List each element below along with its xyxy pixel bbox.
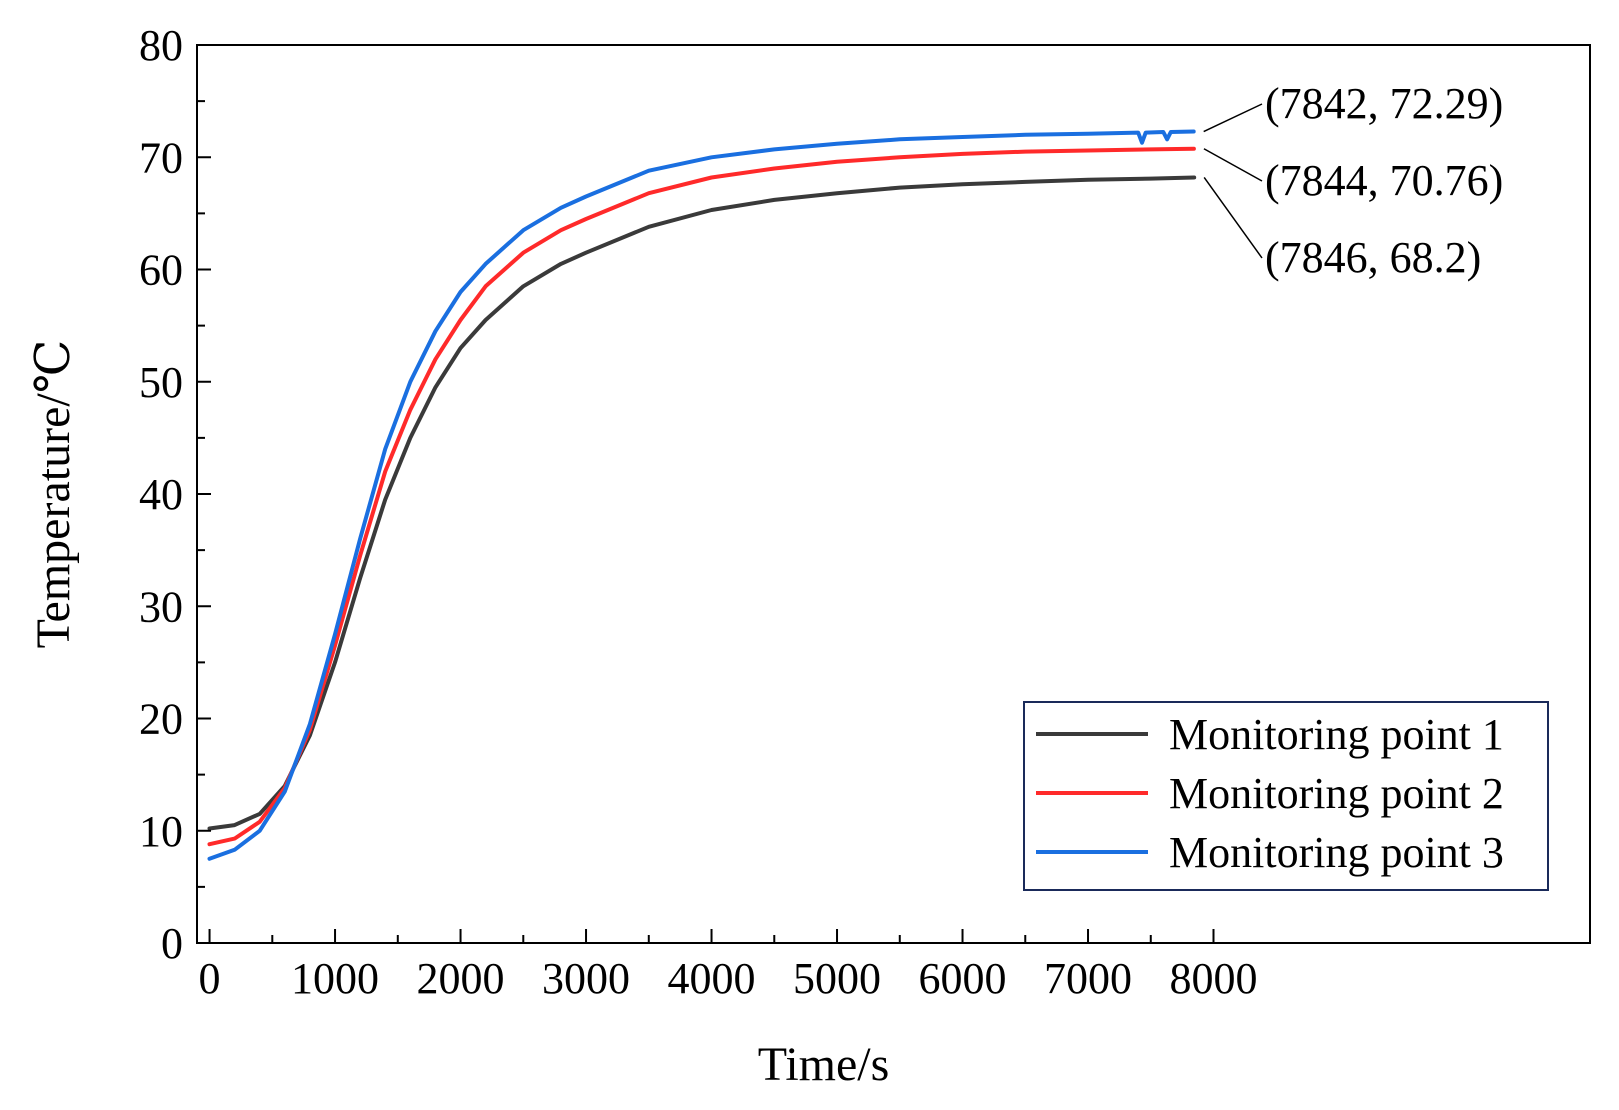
annotation-leader [1203,148,1263,182]
legend-label-1: Monitoring point 1 [1169,710,1504,759]
y-tick-label: 0 [161,919,183,968]
y-tick-label: 80 [139,21,183,70]
annotation-leader [1203,177,1263,259]
annotation-leader [1203,103,1263,133]
annotation-label: (7844, 70.76) [1265,156,1503,205]
x-tick-label: 2000 [417,954,505,1003]
annotation-label: (7842, 72.29) [1265,79,1503,128]
x-tick-label: 3000 [542,954,630,1003]
x-tick-label: 0 [199,954,221,1003]
series-line-1 [207,175,1197,831]
y-tick-label: 10 [139,807,183,856]
y-tick-label: 30 [139,582,183,631]
series-line-3 [207,129,1196,861]
x-tick-label: 1000 [291,954,379,1003]
legend: Monitoring point 1 Monitoring point 2 Moni… [1023,701,1549,891]
y-tick-label: 20 [139,695,183,744]
y-axis-title: Temperature/℃ [27,340,80,649]
y-tick-label: 50 [139,358,183,407]
y-tick-label: 60 [139,246,183,295]
legend-label-3: Monitoring point 3 [1169,828,1504,877]
x-axis-title: Time/s [758,1038,890,1091]
x-tick-label: 8000 [1170,954,1258,1003]
x-tick-label: 6000 [919,954,1007,1003]
annotation-label: (7846, 68.2) [1265,233,1481,282]
legend-label-2: Monitoring point 2 [1169,769,1504,818]
x-tick-label: 4000 [668,954,756,1003]
y-tick-label: 40 [139,470,183,519]
x-tick-label: 7000 [1044,954,1132,1003]
x-tick-label: 5000 [793,954,881,1003]
y-tick-label: 70 [139,133,183,182]
